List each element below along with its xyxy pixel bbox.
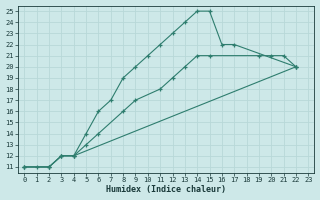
X-axis label: Humidex (Indice chaleur): Humidex (Indice chaleur) <box>106 185 226 194</box>
